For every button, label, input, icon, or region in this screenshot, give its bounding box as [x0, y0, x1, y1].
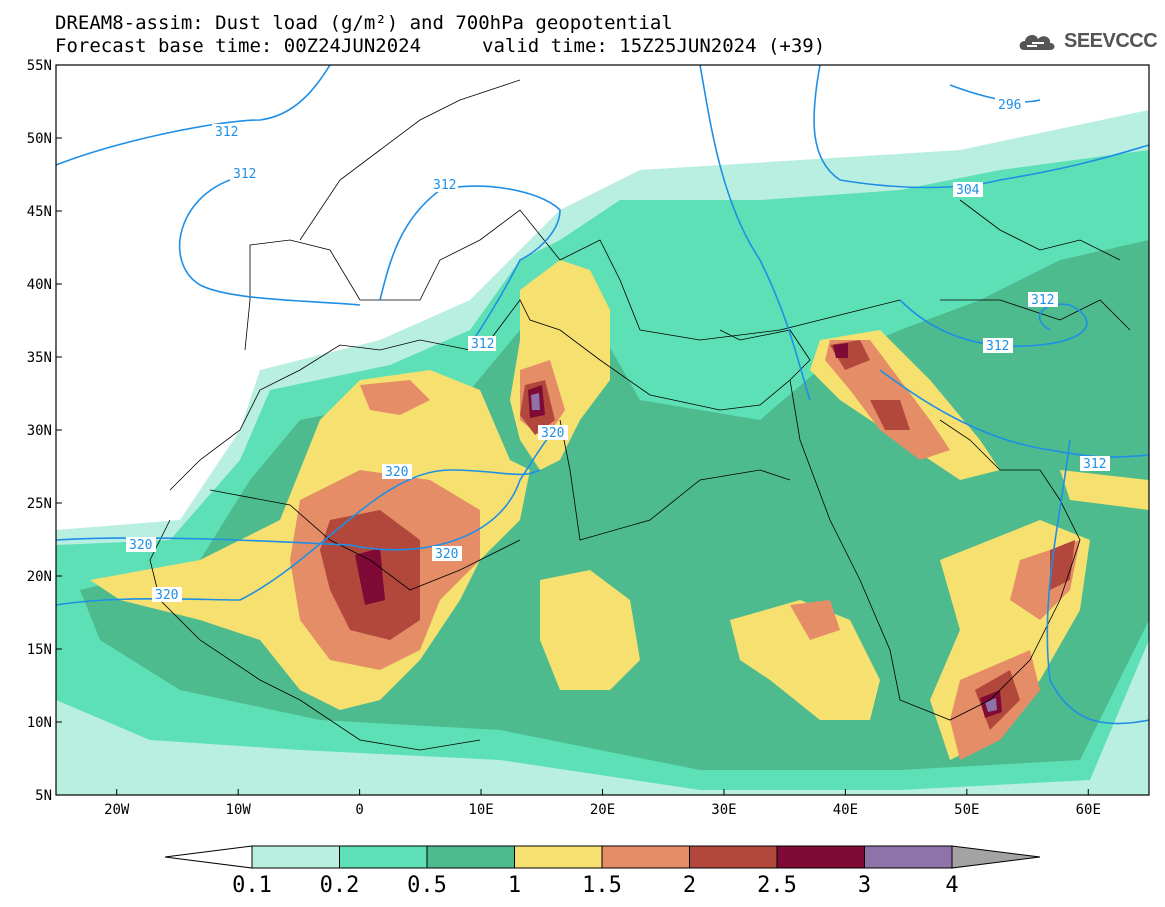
axis-labels: 5N 10N 15N 20N 25N 30N 35N 40N 45N 50N 55N 20W 10W 0 1…: [27, 58, 1101, 818]
colorbar-level-label: 2: [683, 873, 696, 898]
contour-label: 312: [233, 167, 256, 182]
colorbar-level-label: 0.5: [407, 873, 447, 898]
lat-tick-label: 40N: [27, 277, 52, 293]
lon-tick-label: 60E: [1076, 802, 1101, 818]
contour-label: 312: [1083, 457, 1106, 472]
lon-tick-label: 20E: [590, 802, 615, 818]
contour-label: 320: [129, 538, 152, 553]
contour-label: 312: [215, 125, 238, 140]
seevccc-logo: [1018, 28, 1148, 58]
lon-tick-label: 10E: [468, 802, 493, 818]
lat-tick-label: 35N: [27, 350, 52, 366]
colorbar-swatch: [426, 845, 515, 869]
contour-label: 312: [1031, 293, 1054, 308]
contour-label: 304: [956, 183, 980, 198]
cloud-icon: [1019, 35, 1055, 50]
valid-time: valid time: 15Z25JUN2024 (+39): [482, 35, 826, 57]
colorbar-swatch: [339, 845, 428, 869]
contour-label: 312: [471, 337, 494, 352]
colorbar: 0.1 0.2 0.5 1 1.5 2 2.5 3 4: [164, 845, 1041, 898]
colorbar-level-label: 0.2: [320, 873, 360, 898]
lat-tick-label: 5N: [35, 788, 52, 804]
contour-label: 312: [433, 178, 456, 193]
colorbar-level-label: 2.5: [757, 873, 797, 898]
lat-tick-label: 45N: [27, 204, 52, 220]
colorbar-level-label: 1: [508, 873, 521, 898]
colorbar-swatch: [514, 845, 603, 869]
colorbar-level-label: 4: [945, 873, 958, 898]
colorbar-under-arrow: [164, 845, 253, 869]
contour-label: 320: [435, 547, 458, 562]
lat-tick-label: 20N: [27, 569, 52, 585]
lat-tick-label: 30N: [27, 423, 52, 439]
contour-labels: 312 312 312 312 320 320 320 320 320 296 …: [126, 97, 1110, 603]
colorbar-swatch: [601, 845, 690, 869]
lon-tick-label: 30E: [711, 802, 736, 818]
contour-label: 320: [385, 465, 408, 480]
forecast-base-time: Forecast base time: 00Z24JUN2024: [55, 35, 422, 57]
colorbar-swatch: [251, 845, 340, 869]
lon-tick-label: 20W: [104, 802, 130, 818]
colorbar-swatch: [864, 845, 953, 869]
coastlines: [149, 79, 1131, 751]
lat-tick-label: 50N: [27, 131, 52, 147]
lon-tick-label: 40E: [833, 802, 858, 818]
contour-label: 320: [155, 588, 178, 603]
lon-tick-label: 50E: [954, 802, 979, 818]
contour-label: 296: [998, 98, 1021, 113]
geopotential-contours: [56, 65, 1149, 725]
contour-label: 312: [986, 339, 1009, 354]
lat-tick-label: 55N: [27, 58, 52, 74]
colorbar-swatch: [776, 845, 865, 869]
lon-tick-label: 0: [355, 802, 363, 818]
logo-text: SEEVCCC: [1064, 30, 1158, 52]
contour-label: 320: [541, 426, 564, 441]
colorbar-over-arrow: [951, 845, 1041, 869]
colorbar-level-label: 1.5: [582, 873, 622, 898]
colorbar-level-label: 3: [858, 873, 871, 898]
colorbar-swatch: [689, 845, 778, 869]
lat-tick-label: 15N: [27, 642, 52, 658]
dust-fields: [56, 110, 1149, 795]
lat-tick-label: 25N: [27, 496, 52, 512]
lat-tick-label: 10N: [27, 715, 52, 731]
lon-tick-label: 10W: [226, 802, 252, 818]
map-title: DREAM8-assim: Dust load (g/m²) and 700hP…: [55, 12, 673, 34]
colorbar-level-label: 0.1: [232, 873, 272, 898]
